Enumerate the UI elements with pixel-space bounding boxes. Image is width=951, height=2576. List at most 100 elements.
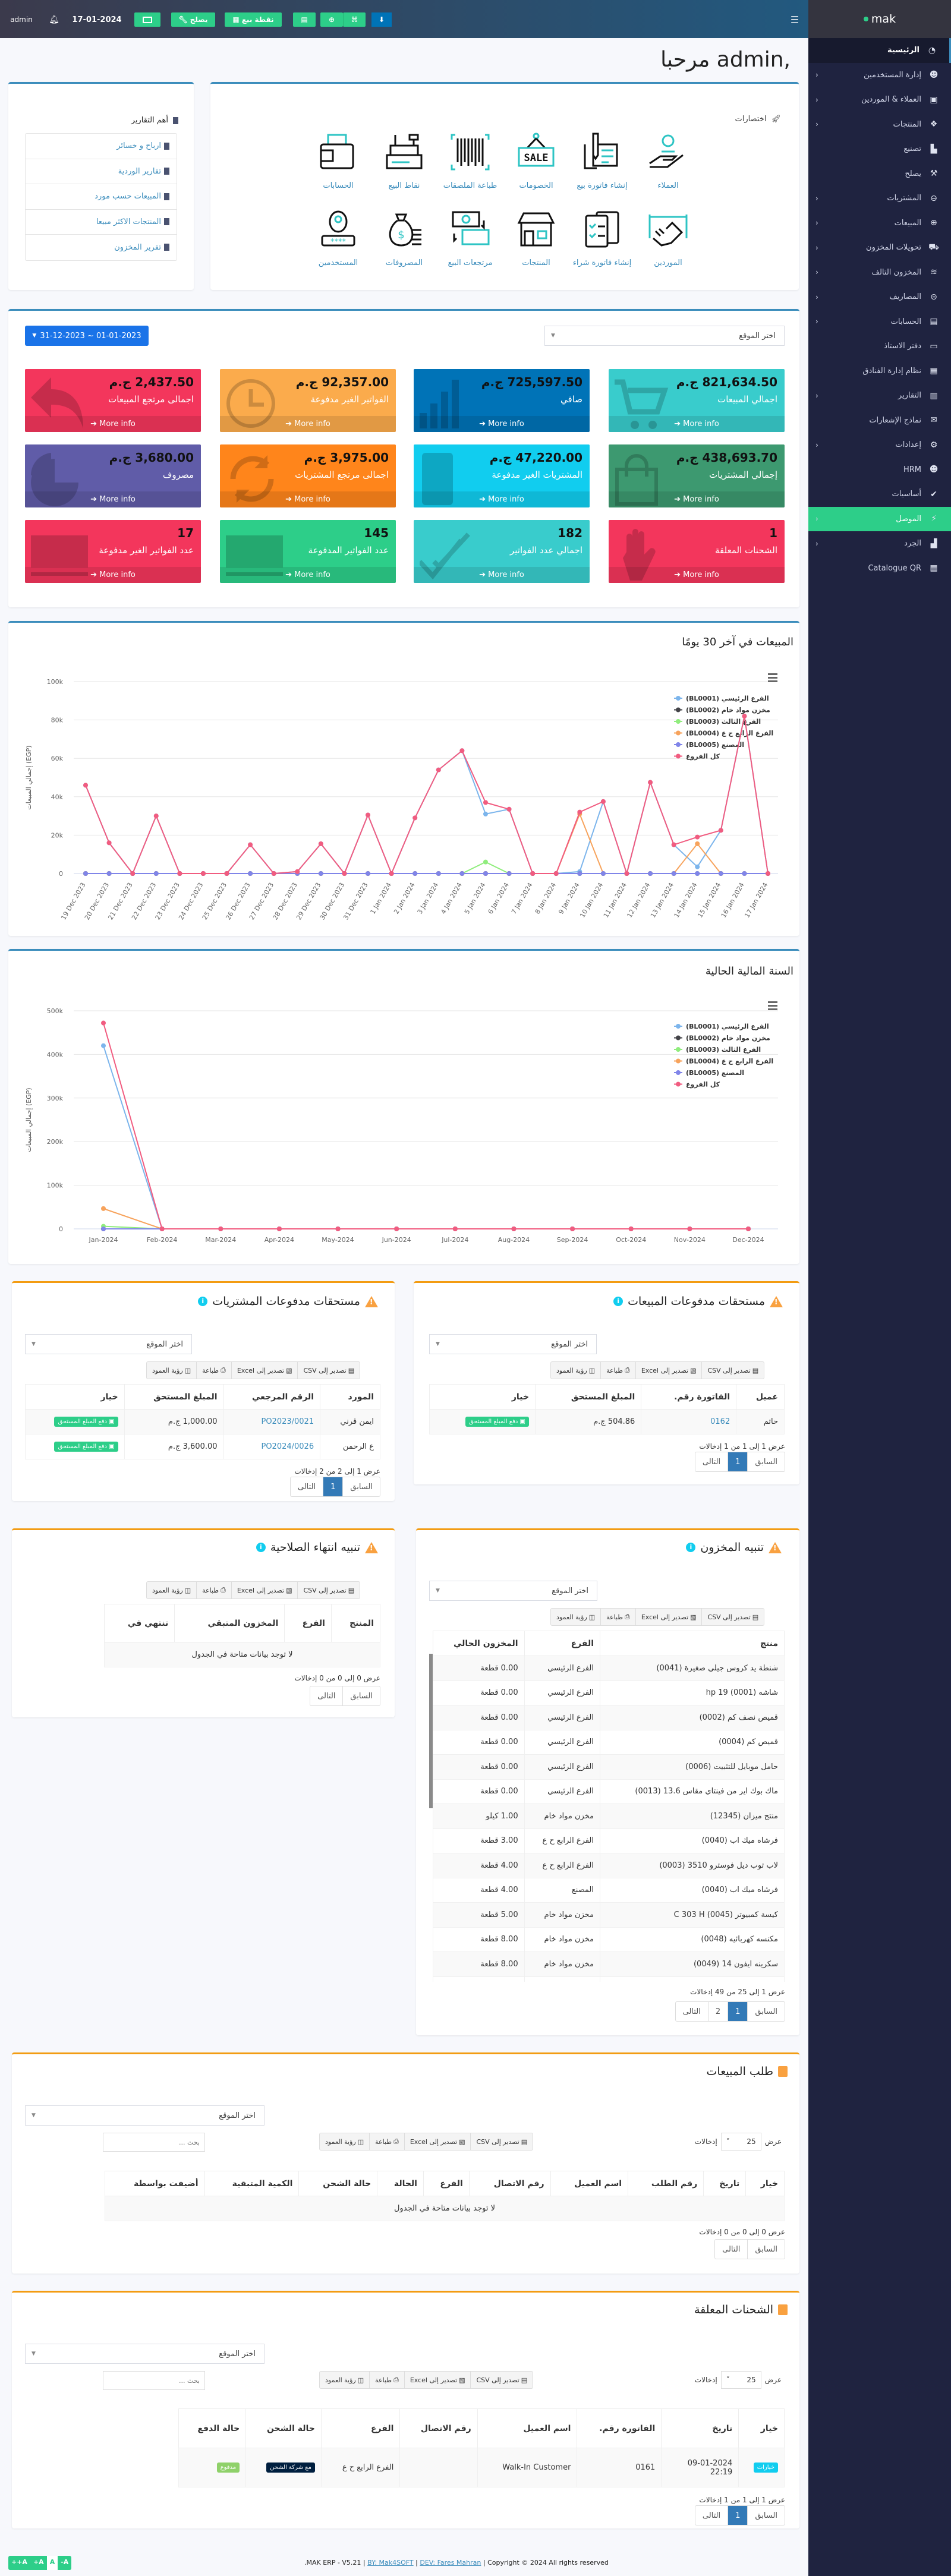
data-point[interactable] [695,864,700,869]
data-point[interactable] [483,871,488,876]
shortcut-wallet[interactable]: الحسابات [306,133,371,190]
font-increase-button[interactable]: +A [33,2558,44,2566]
sidebar-item[interactable]: ☻ HRM [808,458,951,483]
shortcut-handshake[interactable]: الموردين [635,210,701,267]
column-header[interactable]: رقم الطلب [628,2171,704,2196]
more-info-link[interactable]: ➔ More info [609,416,785,432]
sidebar-item[interactable]: ▙ تصنيع [808,137,951,162]
data-point[interactable] [483,859,488,865]
legend-item[interactable]: (BL0001) الفرع الرئيسي [686,695,769,702]
data-point[interactable] [224,871,229,876]
column-header[interactable]: عميل [736,1384,785,1410]
page-1[interactable]: 1 [728,2002,748,2021]
column-header[interactable]: الكمية المتبقية [204,2171,300,2196]
export-print-button[interactable]: ⎙ طباعة [369,2372,404,2388]
stock-table-scroll[interactable]: منتج الفرع المخزون الحالي شنطة يد كروس جيلي… [433,1631,785,1982]
reference-link[interactable]: 0162 [641,1409,737,1434]
info-icon[interactable]: i [613,1297,623,1306]
column-header[interactable]: خيار [25,1384,125,1410]
data-point[interactable] [200,871,206,876]
sidebar-item[interactable]: ▦ نظام إدارة الفنادق [808,359,951,384]
data-point[interactable] [577,871,582,876]
bell-icon[interactable]: 🔔︎ [49,15,59,24]
data-point[interactable] [248,871,253,876]
data-point[interactable] [271,871,276,876]
data-point[interactable] [436,767,441,773]
reference-link[interactable]: PO2023/0021 [223,1409,321,1434]
export-csv-button[interactable]: ▤ تصدير إلى CSV [701,1362,764,1379]
prev-page[interactable]: السابق [747,2002,785,2021]
data-point[interactable] [483,800,488,805]
export-excel-button[interactable]: ▧ تصدير إلى Excel [231,1362,298,1379]
prev-page[interactable]: السابق [747,2506,785,2525]
sidebar-item[interactable]: ≋ المخزون التالف ‹ [808,260,951,285]
column-header[interactable]: خيار [745,2171,785,2196]
data-point[interactable] [553,871,559,876]
search-input[interactable] [103,2371,205,2390]
report-link[interactable]: المنتجات الاكثر مبيعا [26,210,177,235]
data-point[interactable] [106,871,112,876]
data-point[interactable] [295,869,300,874]
column-header[interactable]: اسم العميل [477,2408,578,2448]
data-point[interactable] [671,871,676,876]
next-page[interactable]: التالى [317,1691,336,1701]
export-excel-button[interactable]: ▧ تصدير إلى Excel [404,2133,471,2150]
data-point[interactable] [101,1226,106,1231]
sidebar-item[interactable]: ▥ التقارير ‹ [808,383,951,408]
pos-button[interactable]: ▦ نقطة بيع [225,12,282,27]
data-point[interactable] [412,871,418,876]
data-point[interactable] [318,841,323,846]
export-csv-button[interactable]: ▤ تصدير إلى CSV [470,2133,533,2150]
data-point[interactable] [600,799,606,804]
brand[interactable]: mak [808,0,951,38]
more-info-link[interactable]: ➔ More info [609,491,785,507]
data-point[interactable] [766,871,770,876]
prev-page[interactable]: السابق [342,1477,380,1496]
export-excel-button[interactable]: ▧ تصدير إلى Excel [635,1609,702,1625]
sidebar-item[interactable]: ▟ الجرد ‹ [808,531,951,556]
data-point[interactable] [276,1226,282,1231]
more-info-link[interactable]: ➔ More info [220,416,396,432]
font-reset-button[interactable]: A [46,2556,58,2570]
export-csv-button[interactable]: ▤ تصدير إلى CSV [297,1582,360,1598]
font-increase-more-button[interactable]: ++A [11,2558,27,2566]
shortcut-purchase-clipboard[interactable]: إنشاء فاتورة شراء [569,210,635,267]
data-point[interactable] [83,871,88,876]
download-button[interactable]: ⬇ [371,12,392,27]
data-point[interactable] [389,871,394,876]
data-point[interactable] [248,842,253,847]
export-print-button[interactable]: ⎙ طباعة [600,1362,635,1379]
legend-item[interactable]: (BL0002) مخزن مواد خام [686,1035,770,1042]
data-point[interactable] [628,1226,634,1231]
data-point[interactable] [153,871,159,876]
page-1[interactable]: 1 [728,1452,748,1471]
shortcut-customers[interactable]: العملاء [635,133,701,190]
export-excel-button[interactable]: ▧ تصدير إلى Excel [635,1362,702,1379]
data-point[interactable] [742,871,747,876]
location-select[interactable]: اختر الموقع ▼ [25,1334,192,1354]
column-header[interactable]: الفرع [423,2171,470,2196]
column-header[interactable]: الفرع [524,1631,601,1656]
shortcuts-button[interactable]: ⌘ [343,12,366,27]
repair-button[interactable]: 🔧︎ يصلح [171,12,215,27]
shortcut-money-return[interactable]: مرتجعات البيع [437,210,503,267]
legend-item[interactable]: كل الفروع [686,753,720,761]
data-point[interactable] [452,1226,458,1231]
legend-item[interactable]: (BL0001) الفرع الرئيسي [686,1023,769,1030]
export-colvis-button[interactable]: ◫ رؤية العمود [551,1362,600,1379]
column-header[interactable]: رقم الاتصال [399,2408,478,2448]
data-point[interactable] [335,1226,341,1231]
report-link[interactable]: المبيعات حسب مورد [26,184,177,210]
column-header[interactable]: الحالة [377,2171,424,2196]
page-1[interactable]: 1 [728,2506,748,2525]
data-point[interactable] [695,834,700,840]
options-dropdown-button[interactable]: خيارات [753,2463,778,2473]
shortcut-barcode[interactable]: طباعة الملصقات [437,133,503,190]
data-point[interactable] [671,842,676,847]
export-excel-button[interactable]: ▧ تصدير إلى Excel [231,1582,298,1598]
column-header[interactable]: المخزون المتبقي [174,1604,285,1642]
data-point[interactable] [366,871,371,876]
sidebar-item[interactable]: ⚒ يصلح [808,162,951,187]
data-point[interactable] [459,748,465,753]
more-info-link[interactable]: ➔ More info [25,491,201,507]
